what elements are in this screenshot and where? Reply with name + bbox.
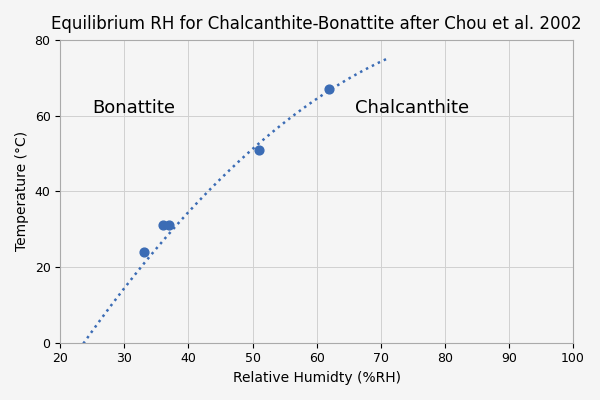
Y-axis label: Temperature (°C): Temperature (°C): [15, 131, 29, 252]
Point: [254, 147, 264, 153]
X-axis label: Relative Humidty (%RH): Relative Humidty (%RH): [233, 371, 401, 385]
Title: Equilibrium RH for Chalcanthite-Bonattite after Chou et al. 2002: Equilibrium RH for Chalcanthite-Bonattit…: [52, 15, 582, 33]
Point: [158, 222, 167, 229]
Text: Bonattite: Bonattite: [92, 99, 175, 117]
Point: [164, 222, 174, 229]
Text: Chalcanthite: Chalcanthite: [355, 99, 469, 117]
Point: [139, 249, 148, 255]
Point: [325, 86, 334, 92]
